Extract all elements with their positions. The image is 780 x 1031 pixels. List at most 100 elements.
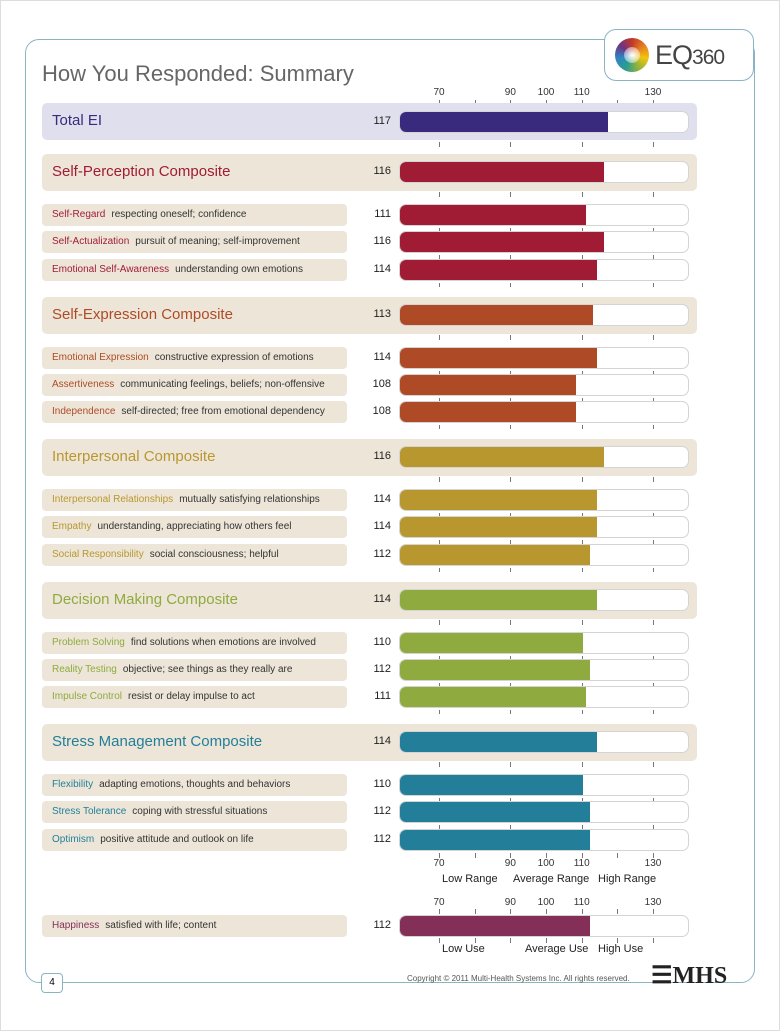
subscale-description: self-directed; free from emotional depen…: [121, 406, 325, 418]
tick-mark: [653, 762, 655, 767]
tick-mark: [510, 853, 512, 858]
tick-mark: [546, 100, 547, 105]
score-bar-fill: [400, 347, 597, 368]
score-bar: [399, 731, 689, 753]
score-bar-fill: [400, 732, 597, 752]
happiness-name: Happiness: [52, 920, 100, 931]
score-bar-fill: [400, 829, 590, 850]
tick-mark: [510, 192, 512, 197]
score-bar: [399, 658, 689, 681]
tick-mark: [439, 425, 440, 430]
subscale-name: Emotional Expression: [52, 351, 149, 363]
tick-mark: [653, 909, 655, 914]
tick-mark: [581, 100, 583, 105]
composite-label: Interpersonal Composite: [52, 448, 216, 465]
tick-mark: [546, 938, 547, 943]
tick-mark: [581, 853, 583, 858]
tick-mark: [510, 397, 512, 402]
tick-mark: [439, 142, 440, 147]
subscale-description: understanding, appreciating how others f…: [97, 521, 292, 533]
tick-mark: [510, 655, 512, 660]
subscale-label: Social Responsibility social consciousnes…: [52, 549, 279, 560]
tick-mark: [510, 142, 512, 147]
tick-mark: [510, 762, 512, 767]
tick-mark: [653, 255, 655, 260]
page-number: 4: [41, 973, 63, 993]
score-bar: [399, 631, 689, 654]
tick-mark: [617, 909, 619, 914]
score-bar-fill: [400, 687, 587, 708]
tick-mark: [439, 228, 440, 232]
tick-mark: [581, 142, 583, 147]
tick-mark: [510, 334, 512, 340]
tick-mark: [653, 370, 655, 375]
range-label-low: Low Range: [442, 873, 498, 885]
tick-mark: [581, 370, 583, 375]
subscale-label: Reality Testing objective; see things as …: [52, 664, 292, 675]
copyright: Copyright © 2011 Multi-Health Systems In…: [407, 974, 630, 983]
tick-mark: [581, 425, 583, 430]
tick-mark: [617, 938, 619, 943]
total-ei-label: Total EI: [52, 112, 103, 129]
tick-mark: [474, 938, 476, 943]
tick-mark: [510, 619, 512, 625]
score: 116: [373, 450, 391, 462]
tick-mark: [581, 334, 583, 340]
subscale-label: Optimism positive attitude and outlook on…: [52, 834, 254, 845]
tick-mark: [510, 710, 512, 715]
subscale-label: Impulse Control resist or delay impulse t…: [52, 691, 255, 702]
subscale-name: Flexibility: [52, 779, 94, 790]
subscale-label: Interpersonal Relationships mutually sati…: [52, 494, 320, 505]
tick-label: 100: [537, 87, 555, 98]
tick-mark: [653, 334, 655, 340]
score: 114: [373, 520, 391, 533]
score: 117: [373, 115, 391, 127]
tick-mark: [510, 255, 512, 260]
score-bar-fill: [400, 447, 605, 467]
tick-mark: [653, 825, 655, 830]
subscale-row: Empathy understanding, appreciating how o…: [42, 516, 347, 539]
tick-mark: [510, 425, 512, 430]
tick-label: 70: [433, 897, 445, 908]
tick-mark: [653, 798, 655, 802]
score: 112: [373, 547, 391, 560]
tick-mark: [653, 142, 655, 147]
tick-mark: [510, 282, 512, 287]
subscale-label: Assertiveness communicating feelings, bel…: [52, 379, 325, 390]
score-bar: [399, 446, 689, 468]
score-bar: [399, 258, 689, 281]
score-bar: [399, 774, 689, 796]
subscale-name: Social Responsibility: [52, 548, 144, 560]
tick-mark: [510, 567, 512, 572]
use-label-average: Average Use: [525, 943, 589, 955]
tick-mark: [510, 228, 512, 232]
tick-mark: [439, 710, 440, 715]
score: 112: [373, 805, 391, 818]
tick-mark: [439, 477, 440, 482]
tick-label: 70: [433, 858, 445, 869]
score-bar-fill: [400, 802, 590, 823]
score: 114: [373, 262, 391, 275]
subscale-description: adapting emotions, thoughts and behavior…: [99, 779, 291, 790]
tick-mark: [653, 567, 655, 572]
tick-mark: [653, 100, 655, 105]
tick-mark: [581, 540, 583, 545]
tick-mark: [653, 619, 655, 625]
tick-mark: [581, 513, 583, 517]
tick-mark: [439, 762, 440, 767]
tick-label: 110: [573, 858, 590, 869]
score-bar: [399, 828, 689, 851]
score: 114: [373, 493, 391, 505]
subscale-row: Assertiveness communicating feelings, bel…: [42, 373, 347, 396]
subscale-name: Problem Solving: [52, 636, 125, 648]
subscale-name: Empathy: [52, 521, 92, 533]
subscale-name: Independence: [52, 406, 116, 418]
tick-label: 110: [573, 897, 590, 908]
eq360-logo: EQ360: [604, 29, 754, 81]
score-bar-fill: [400, 259, 597, 280]
subscale-name: Impulse Control: [52, 691, 123, 703]
subscale-row: Reality Testing objective; see things as …: [42, 658, 347, 681]
tick-label: 90: [504, 858, 516, 869]
tick-mark: [581, 909, 583, 914]
